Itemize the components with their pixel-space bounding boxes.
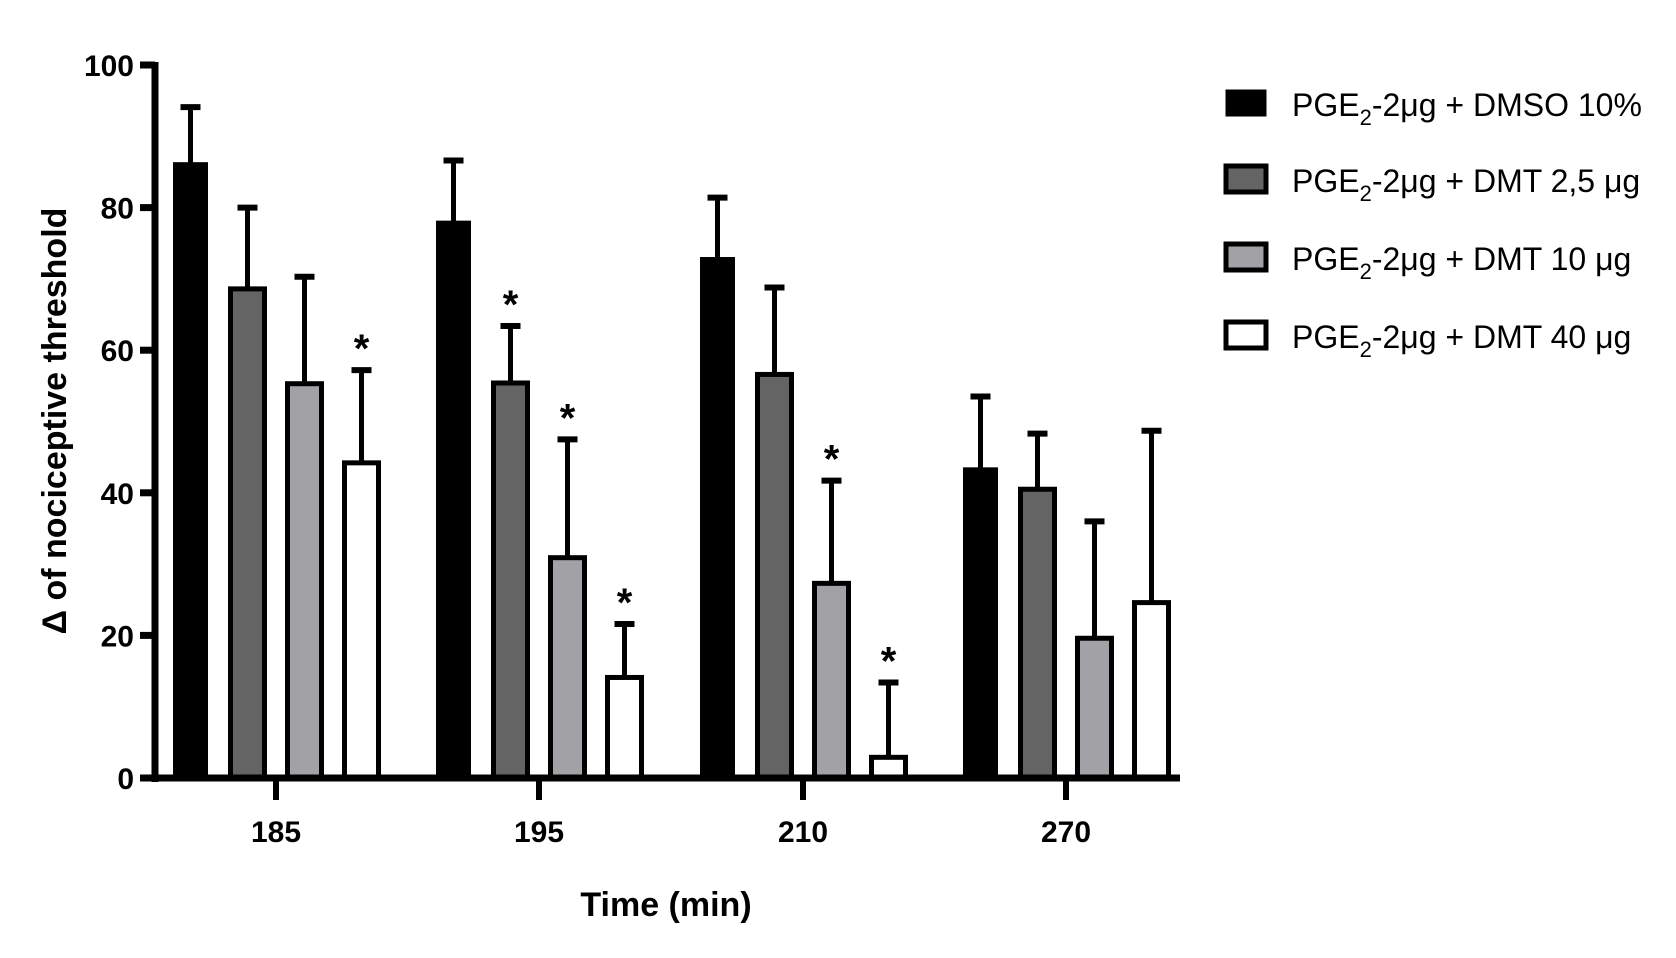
bar-group-210-series-1	[700, 194, 735, 779]
legend-swatch	[1223, 163, 1269, 195]
bar	[436, 220, 471, 779]
legend-item-1: PGE2-2μg + DMSO 10%	[1225, 87, 1642, 130]
bars-layer: * * * * * *	[173, 104, 1171, 781]
legend-label: PGE2-2μg + DMT 2,5 μg	[1292, 163, 1640, 206]
bar	[1075, 635, 1114, 781]
bar-group-270-series-1	[963, 393, 998, 779]
x-axis-title: Time (min)	[580, 886, 751, 924]
bar	[963, 467, 998, 779]
axes-layer	[151, 62, 1180, 782]
significance-star: *	[354, 327, 370, 371]
significance-star: *	[881, 639, 897, 683]
x-ticks: 185 195 210 270	[251, 778, 1091, 849]
bar-group-195-series-4: *	[605, 581, 644, 781]
legend-label: PGE2-2μg + DMT 10 μg	[1292, 241, 1631, 284]
bar	[228, 286, 267, 781]
bar	[755, 371, 794, 781]
bar-group-195-series-1	[436, 157, 471, 779]
legend: PGE2-2μg + DMSO 10% PGE2-2μg + DMT 2,5 μg…	[1223, 87, 1642, 362]
bar	[812, 580, 851, 781]
x-tick-label-210: 210	[778, 816, 828, 849]
y-tick-label: 100	[84, 50, 134, 83]
bar-group-270-series-2	[1018, 430, 1057, 781]
legend-item-2: PGE2-2μg + DMT 2,5 μg	[1223, 163, 1640, 206]
bar	[491, 380, 530, 781]
y-tick-label: 0	[117, 763, 134, 796]
y-tick-label: 20	[101, 620, 134, 653]
legend-swatch	[1223, 241, 1269, 273]
bar-group-270-series-3	[1075, 518, 1114, 781]
legend-swatch	[1223, 319, 1269, 351]
bar	[1132, 600, 1171, 781]
significance-star: *	[560, 396, 576, 440]
bar-group-195-series-2: *	[491, 283, 530, 781]
y-axis-title: Δ of nociceptive threshold	[36, 208, 74, 635]
y-tick-label: 80	[101, 193, 134, 226]
bar-group-195-series-3: *	[548, 396, 587, 781]
significance-star: *	[617, 581, 633, 625]
legend-item-3: PGE2-2μg + DMT 10 μg	[1223, 241, 1631, 284]
y-tick-label: 40	[101, 478, 134, 511]
bar	[173, 162, 208, 779]
bar-group-185-series-2	[228, 204, 267, 781]
bar	[342, 460, 381, 781]
bar-group-210-series-4: *	[869, 639, 908, 781]
bar-group-185-series-1	[173, 104, 208, 779]
bar-group-185-series-4: *	[342, 327, 381, 781]
legend-label: PGE2-2μg + DMT 40 μg	[1292, 319, 1631, 362]
bar	[285, 381, 324, 781]
significance-star: *	[503, 283, 519, 327]
x-tick-label-185: 185	[251, 816, 301, 849]
legend-label: PGE2-2μg + DMSO 10%	[1292, 87, 1642, 130]
bar-group-210-series-2	[755, 284, 794, 781]
y-ticks: 0 20 40 60 80 100	[84, 50, 155, 796]
legend-item-4: PGE2-2μg + DMT 40 μg	[1223, 319, 1631, 362]
bar	[700, 257, 735, 779]
bar	[605, 674, 644, 781]
bar-group-210-series-3: *	[812, 438, 851, 781]
y-tick-label: 60	[101, 335, 134, 368]
bar-group-185-series-3	[285, 273, 324, 781]
bar-group-270-series-4	[1132, 427, 1171, 781]
significance-star: *	[824, 438, 840, 482]
bar	[548, 555, 587, 781]
legend-swatch	[1225, 89, 1267, 117]
bar	[1018, 486, 1057, 781]
x-tick-label-270: 270	[1041, 816, 1091, 849]
x-tick-label-195: 195	[514, 816, 564, 849]
